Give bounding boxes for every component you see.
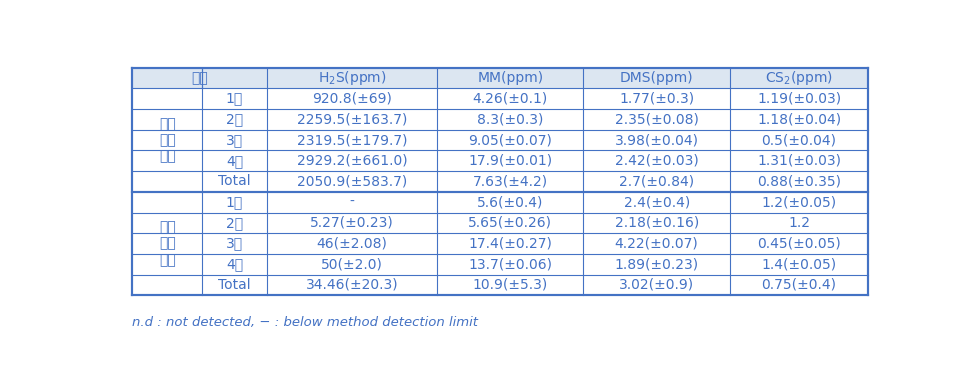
Text: 3회: 3회 xyxy=(226,133,243,147)
Text: 2259.5(±163.7): 2259.5(±163.7) xyxy=(297,112,407,126)
Bar xyxy=(134,89,201,191)
Text: 2050.9(±583.7): 2050.9(±583.7) xyxy=(297,175,407,188)
Text: 3.98(±0.04): 3.98(±0.04) xyxy=(614,133,699,147)
Text: 46(±2.08): 46(±2.08) xyxy=(317,237,388,251)
Text: 8.3(±0.3): 8.3(±0.3) xyxy=(477,112,544,126)
Text: 10.9(±5.3): 10.9(±5.3) xyxy=(473,278,547,292)
Text: 1.4(±0.05): 1.4(±0.05) xyxy=(762,257,836,271)
Text: 1.2(±0.05): 1.2(±0.05) xyxy=(762,195,836,209)
Text: 1회: 1회 xyxy=(226,92,243,106)
Text: 4회: 4회 xyxy=(226,257,243,271)
Text: 2회: 2회 xyxy=(226,112,243,126)
Text: 1.18(±0.04): 1.18(±0.04) xyxy=(757,112,841,126)
Text: 50(±2.0): 50(±2.0) xyxy=(321,257,383,271)
Text: Total: Total xyxy=(218,175,251,188)
Text: 2.7(±0.84): 2.7(±0.84) xyxy=(619,175,694,188)
Text: DMS(ppm): DMS(ppm) xyxy=(620,71,694,85)
Text: 0.45(±0.05): 0.45(±0.05) xyxy=(757,237,841,251)
Text: 1.31(±0.03): 1.31(±0.03) xyxy=(757,154,841,168)
Text: 13.7(±0.06): 13.7(±0.06) xyxy=(468,257,552,271)
Text: 1.89(±0.23): 1.89(±0.23) xyxy=(614,257,699,271)
Text: MM(ppm): MM(ppm) xyxy=(477,71,544,85)
Text: 2회: 2회 xyxy=(226,216,243,230)
Text: 7.63(±4.2): 7.63(±4.2) xyxy=(473,175,547,188)
Text: 0.75(±0.4): 0.75(±0.4) xyxy=(762,278,836,292)
Text: 17.9(±0.01): 17.9(±0.01) xyxy=(468,154,552,168)
Text: 5.27(±0.23): 5.27(±0.23) xyxy=(310,216,393,230)
Text: 2.35(±0.08): 2.35(±0.08) xyxy=(614,112,699,126)
Text: 3.02(±0.9): 3.02(±0.9) xyxy=(619,278,694,292)
Text: CS$_2$(ppm): CS$_2$(ppm) xyxy=(766,69,833,87)
Text: 구분: 구분 xyxy=(191,71,208,85)
Text: 9.05(±0.07): 9.05(±0.07) xyxy=(468,133,552,147)
Text: 0.5(±0.04): 0.5(±0.04) xyxy=(762,133,836,147)
Text: 1.2: 1.2 xyxy=(788,216,810,230)
Text: 34.46(±20.3): 34.46(±20.3) xyxy=(305,278,398,292)
Text: n.d : not detected, − : below method detection limit: n.d : not detected, − : below method det… xyxy=(133,316,479,329)
Text: 2929.2(±661.0): 2929.2(±661.0) xyxy=(297,154,407,168)
Text: 920.8(±69): 920.8(±69) xyxy=(312,92,391,106)
Text: -: - xyxy=(350,195,355,209)
Text: 탈황
설비
전단: 탈황 설비 전단 xyxy=(159,117,175,163)
Text: 5.6(±0.4): 5.6(±0.4) xyxy=(477,195,544,209)
Text: 2.42(±0.03): 2.42(±0.03) xyxy=(614,154,699,168)
Text: 0.88(±0.35): 0.88(±0.35) xyxy=(757,175,841,188)
Text: 2.18(±0.16): 2.18(±0.16) xyxy=(614,216,699,230)
Text: 4회: 4회 xyxy=(226,154,243,168)
Text: 1.19(±0.03): 1.19(±0.03) xyxy=(757,92,841,106)
Text: 1.77(±0.3): 1.77(±0.3) xyxy=(619,92,694,106)
Text: 2.4(±0.4): 2.4(±0.4) xyxy=(623,195,690,209)
Bar xyxy=(133,68,868,88)
Text: 1회: 1회 xyxy=(226,195,243,209)
Text: 탈황
설비
후단: 탈황 설비 후단 xyxy=(159,220,175,267)
Text: 3회: 3회 xyxy=(226,237,243,251)
Text: 17.4(±0.27): 17.4(±0.27) xyxy=(468,237,552,251)
Text: 4.26(±0.1): 4.26(±0.1) xyxy=(473,92,547,106)
Text: H$_2$S(ppm): H$_2$S(ppm) xyxy=(318,69,387,87)
Text: Total: Total xyxy=(218,278,251,292)
Bar xyxy=(134,193,201,294)
Text: 5.65(±0.26): 5.65(±0.26) xyxy=(468,216,552,230)
Text: 2319.5(±179.7): 2319.5(±179.7) xyxy=(297,133,407,147)
Text: 4.22(±0.07): 4.22(±0.07) xyxy=(614,237,699,251)
